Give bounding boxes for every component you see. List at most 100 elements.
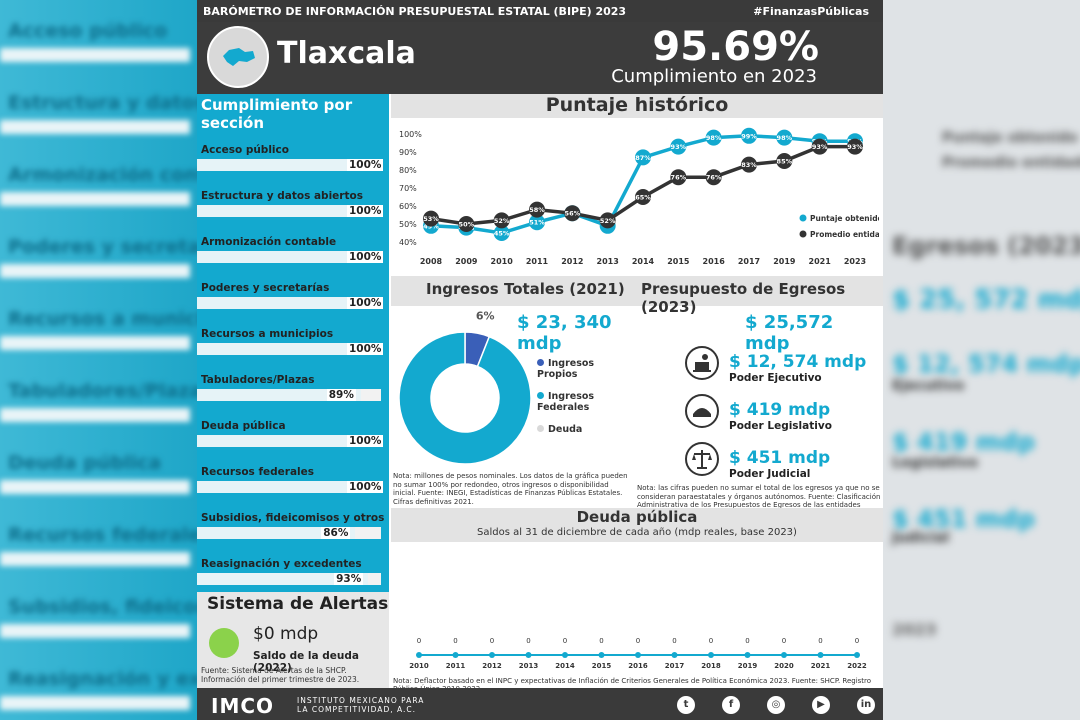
background-right: Puntaje obtenido Promedio entidades Egreso… — [882, 0, 1080, 720]
debt-value-label: 0 — [453, 637, 457, 645]
section-value: 100% — [347, 297, 384, 309]
alert-status-dot — [209, 628, 239, 658]
debt-value-label: 0 — [417, 637, 421, 645]
legend-own-income: Ingresos Propios — [537, 358, 635, 380]
legend-own-swatch — [537, 359, 544, 366]
data-point — [705, 169, 722, 186]
facebook-icon[interactable]: f — [722, 696, 740, 714]
data-point — [458, 216, 475, 232]
background-right-item: $ 25, 572 mdp — [892, 285, 1080, 315]
section-bar: 100% — [197, 159, 384, 171]
debt-value-label: 0 — [709, 637, 713, 645]
section-row: Estructura y datos abiertos 100% — [197, 190, 389, 236]
pie-label: 6% — [476, 309, 495, 322]
legend-federal-income: Ingresos Federales — [537, 391, 635, 413]
executive-icon — [685, 346, 719, 380]
data-point — [423, 210, 439, 227]
data-label: 50% — [459, 221, 475, 229]
background-left-item: Deuda pública — [8, 452, 162, 474]
section-value: 100% — [347, 159, 384, 171]
background-left-bar — [0, 408, 190, 422]
section-name: Armonización contable — [201, 236, 337, 248]
x-tick-label: 2011 — [526, 257, 549, 266]
y-tick-label: 100% — [399, 130, 422, 139]
legend-swatch — [799, 230, 807, 238]
debt-year-label: 2012 — [482, 662, 502, 670]
debt-point — [744, 652, 751, 658]
judicial-name: Poder Judicial — [729, 468, 811, 480]
report-title: BARÓMETRO DE INFORMACIÓN PRESUPUESTAL ES… — [203, 5, 627, 18]
debt-year-label: 2019 — [738, 662, 758, 670]
background-left-item: Poderes y secretarías — [8, 236, 200, 258]
debt-point — [598, 652, 605, 658]
section-row: Poderes y secretarías 100% — [197, 282, 389, 328]
debt-value-label: 0 — [526, 637, 530, 645]
justice-scale-icon — [685, 442, 719, 476]
debt-point — [525, 652, 532, 658]
section-bar-fill — [197, 297, 381, 309]
legend-own-label: Ingresos Propios — [537, 358, 595, 380]
twitter-icon[interactable]: t — [677, 696, 695, 714]
section-bar: 93% — [197, 573, 381, 585]
data-label: 99% — [741, 132, 757, 140]
section-value: 100% — [347, 481, 384, 493]
section-bar-fill — [197, 573, 369, 585]
instagram-icon[interactable]: ◎ — [767, 696, 785, 714]
background-left-bar — [0, 696, 190, 710]
data-label: 53% — [423, 215, 439, 223]
debt-year-label: 2016 — [628, 662, 648, 670]
data-label: 56% — [565, 210, 581, 218]
data-label: 76% — [671, 174, 687, 182]
background-left-item: Armonización contable — [8, 164, 200, 186]
youtube-icon[interactable]: ▶ — [812, 696, 830, 714]
data-label: 58% — [529, 206, 545, 214]
section-name: Poderes y secretarías — [201, 282, 330, 294]
debt-value-label: 0 — [599, 637, 603, 645]
section-row: Subsidios, fideicomisos y otros 86% — [197, 512, 389, 558]
data-point — [670, 138, 687, 155]
background-right-item: 2023 — [892, 620, 937, 639]
data-label: 98% — [706, 134, 722, 142]
background-right-item: Legislativo — [892, 455, 979, 471]
y-tick-label: 50% — [399, 220, 417, 229]
data-point — [741, 156, 757, 173]
x-tick-label: 2014 — [632, 257, 655, 266]
history-title: Puntaje histórico — [545, 94, 729, 116]
pie-slice — [398, 331, 532, 465]
executive-amount: $ 12, 574 mdp — [729, 352, 867, 372]
data-point — [776, 129, 793, 146]
legend-debt-label: Deuda — [548, 424, 583, 435]
x-tick-label: 2013 — [597, 257, 619, 266]
data-label: 51% — [529, 219, 545, 227]
background-left-item: Estructura y datos abiertos — [8, 92, 200, 114]
data-point — [599, 212, 616, 229]
debt-point — [562, 652, 568, 658]
data-label: 87% — [635, 154, 651, 162]
debt-value-label: 0 — [745, 637, 749, 645]
background-right-item: Judicial — [892, 530, 950, 546]
data-point — [564, 205, 581, 222]
background-right-item: Ejecutivo — [892, 378, 965, 394]
x-tick-label: 2016 — [703, 257, 726, 266]
background-right-item: $ 451 mdp — [892, 505, 1035, 533]
background-left-bar — [0, 624, 190, 638]
section-bar-fill — [197, 389, 361, 401]
section-bar: 100% — [197, 481, 384, 493]
y-tick-label: 70% — [399, 184, 417, 193]
legislative-icon — [685, 394, 719, 428]
data-label: 52% — [494, 217, 510, 225]
background-right-item: Egresos (2023) — [892, 232, 1080, 260]
debt-chart: 0 2010 0 2011 0 2012 0 2013 0 2014 0 2015 0 2016 0 2017… — [409, 637, 867, 670]
debt-title: Deuda pública — [576, 508, 698, 526]
background-left-bar — [0, 120, 190, 134]
data-point — [847, 138, 863, 155]
linkedin-icon[interactable]: in — [857, 696, 875, 714]
expenses-title: Presupuesto de Egresos (2023) — [641, 280, 846, 316]
data-point — [529, 214, 545, 231]
section-row: Acceso público 100% — [197, 144, 389, 190]
compliance-percent: 95.69% — [652, 24, 819, 70]
legend-federal-label: Ingresos Federales — [537, 391, 595, 413]
section-name: Deuda pública — [201, 420, 286, 432]
section-value: 100% — [347, 343, 384, 355]
section-name: Estructura y datos abiertos — [201, 190, 363, 202]
